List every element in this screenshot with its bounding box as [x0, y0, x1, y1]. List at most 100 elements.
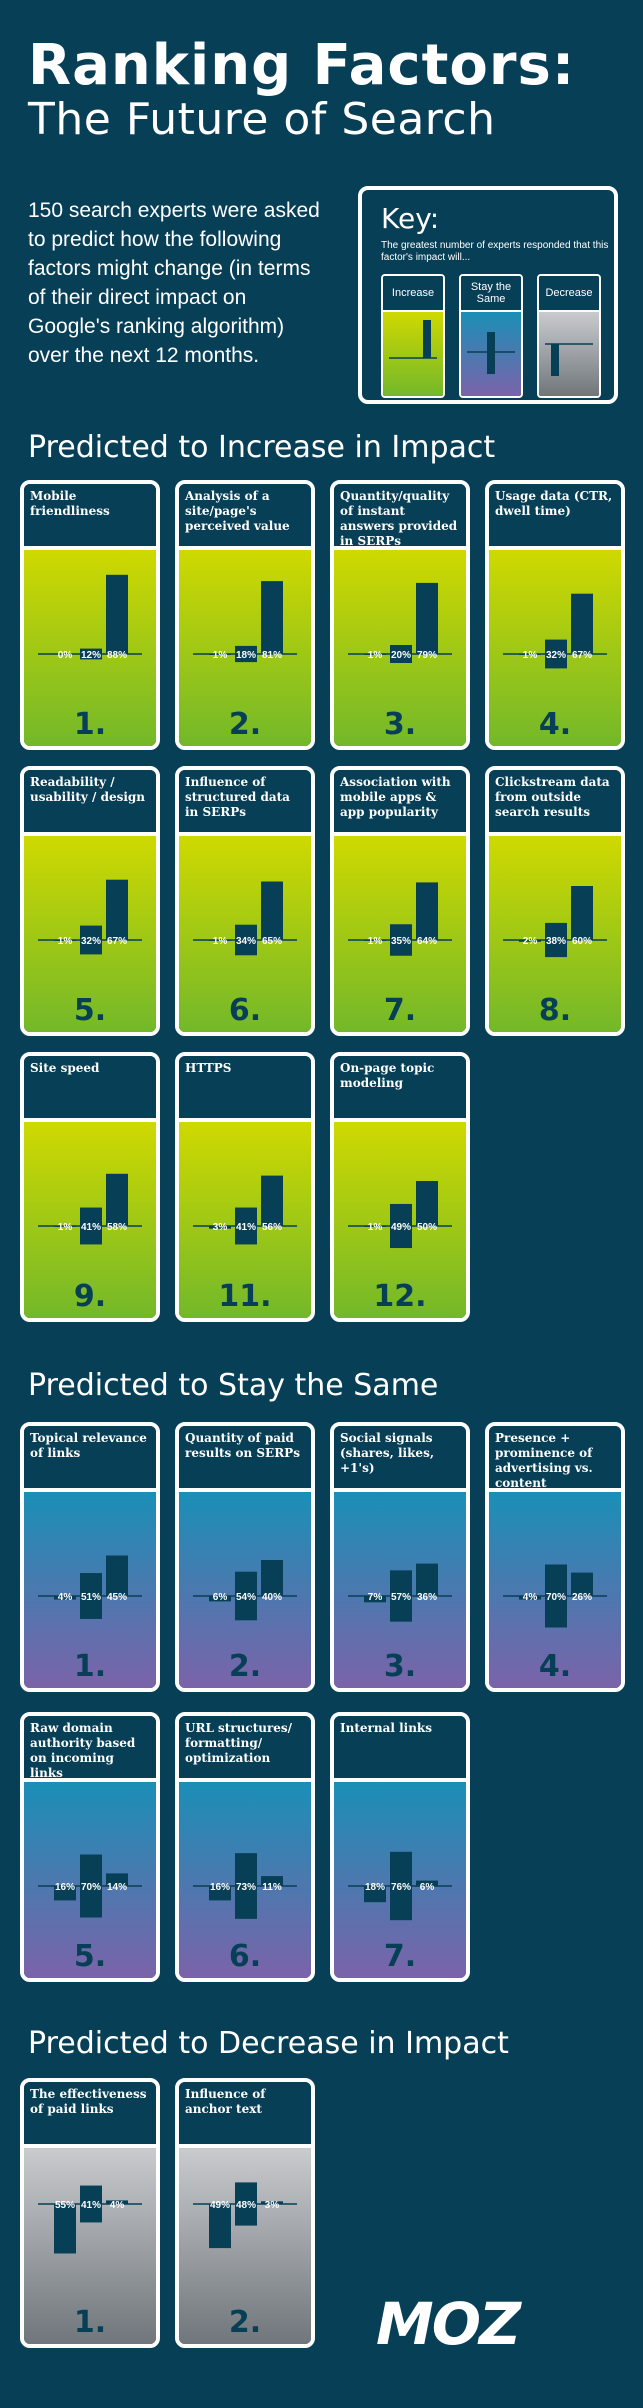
factor-chart: 1% 32% 67% 4. [503, 593, 607, 742]
factor-card: Site speed 1% 41% 58% 9. [20, 1052, 160, 1322]
factor-name: Association with mobile apps & app popul… [334, 770, 466, 836]
factor-rank: 12. [373, 1279, 426, 1314]
decrease-value: 2% [523, 936, 538, 947]
increase-value: 56% [262, 1222, 282, 1233]
increase-bar [261, 581, 283, 654]
same-bar [235, 924, 257, 956]
factor-rank: 1. [74, 707, 106, 742]
factor-rank: 11. [218, 1279, 271, 1314]
increase-bar [416, 1181, 438, 1226]
increase-value: 79% [417, 650, 437, 661]
key-same-label: Stay the Same [461, 276, 521, 312]
decrease-value: 1% [58, 1222, 73, 1233]
increase-bar [106, 1873, 128, 1886]
factor-chart: 1% 20% 79% 3. [348, 582, 452, 742]
factor-card: Association with mobile apps & app popul… [330, 766, 470, 1036]
key-increase-glyph [389, 320, 437, 359]
factor-card: Analysis of a site/page's perceived valu… [175, 480, 315, 750]
key-increase: Increase [381, 274, 445, 398]
increase-bar [571, 1572, 593, 1596]
same-bar [235, 1853, 257, 1919]
decrease-value: 1% [368, 650, 383, 661]
factor-name: Topical relevance of links [24, 1426, 156, 1492]
increase-value: 6% [420, 1882, 435, 1893]
factor-chart: 4% 51% 45% 1. [38, 1555, 142, 1684]
increase-value: 65% [262, 936, 282, 947]
factor-rank: 7. [384, 1939, 416, 1974]
same-value: 32% [81, 936, 101, 947]
factor-name: HTTPS [179, 1056, 311, 1122]
factor-card: The effectiveness of paid links 55% 41% 4% 1… [20, 2078, 160, 2348]
increase-value: 81% [262, 650, 282, 661]
decrease-bar [364, 940, 386, 941]
decrease-value: 1% [58, 936, 73, 947]
decrease-bar [54, 1226, 76, 1227]
same-value: 51% [81, 1592, 101, 1603]
factor-card: HTTPS 3% 41% 56% 11. [175, 1052, 315, 1322]
same-value: 32% [546, 650, 566, 661]
same-value: 48% [236, 2200, 256, 2211]
key-decrease: Decrease [537, 274, 601, 398]
increase-value: 50% [417, 1222, 437, 1233]
decrease-bar [209, 1226, 231, 1229]
factor-rank: 2. [229, 2305, 261, 2340]
factor-chart: 1% 34% 65% 6. [193, 881, 297, 1028]
factor-card: Clickstream data from outside search res… [485, 766, 625, 1036]
factor-rank: 1. [74, 1649, 106, 1684]
increase-bar [571, 593, 593, 654]
same-value: 20% [391, 650, 411, 661]
same-bar [545, 922, 567, 958]
same-value: 18% [236, 650, 256, 661]
decrease-bar [364, 1886, 386, 1903]
section-decrease-title: Predicted to Decrease in Impact [28, 2026, 509, 2061]
increase-bar [106, 1173, 128, 1226]
same-bar [545, 639, 567, 669]
factor-name: Readability / usability / design [24, 770, 156, 836]
same-bar [80, 1854, 102, 1918]
factor-chart: 0% 12% 88% 1. [38, 574, 142, 742]
factor-card: Presence + prominence of advertising vs.… [485, 1422, 625, 1692]
same-value: 70% [546, 1592, 566, 1603]
factor-rank: 5. [74, 1939, 106, 1974]
same-bar [80, 1207, 102, 1245]
increase-value: 4% [110, 2200, 125, 2211]
same-value: 34% [236, 936, 256, 947]
factor-chart: 16% 70% 14% 5. [38, 1854, 142, 1974]
increase-value: 26% [572, 1592, 592, 1603]
decrease-value: 1% [213, 936, 228, 947]
decrease-value: 4% [523, 1592, 538, 1603]
factor-chart: 4% 70% 26% 4. [503, 1564, 607, 1684]
decrease-value: 3% [213, 1222, 228, 1233]
factor-card: On-page topic modeling 1% 49% 50% 12. [330, 1052, 470, 1322]
factor-name: Internal links [334, 1716, 466, 1782]
decrease-bar [364, 1226, 386, 1227]
factor-chart: 1% 49% 50% 12. [348, 1181, 452, 1314]
decrease-value: 16% [210, 1882, 230, 1893]
decrease-value: 18% [365, 1882, 385, 1893]
increase-value: 40% [262, 1592, 282, 1603]
key-same-glyph [467, 332, 515, 374]
factor-rank: 2. [229, 707, 261, 742]
factor-name: URL structures/ formatting/ optimization [179, 1716, 311, 1782]
key-title: Key: [381, 202, 440, 235]
factor-card: Internal links 18% 76% 6% 7. [330, 1712, 470, 1982]
factor-card: Topical relevance of links 4% 51% 45% 1. [20, 1422, 160, 1692]
factor-chart: 16% 73% 11% 6. [193, 1853, 297, 1974]
same-bar [390, 1203, 412, 1249]
factor-rank: 8. [539, 993, 571, 1028]
factor-name: Influence of structured data in SERPs [179, 770, 311, 836]
factor-chart: 1% 32% 67% 5. [38, 879, 142, 1028]
same-value: 41% [236, 1222, 256, 1233]
same-value: 38% [546, 936, 566, 947]
same-value: 35% [391, 936, 411, 947]
increase-bar [261, 881, 283, 940]
factor-rank: 3. [384, 707, 416, 742]
increase-bar [571, 886, 593, 940]
decrease-value: 6% [213, 1592, 228, 1603]
factor-rank: 6. [229, 1939, 261, 1974]
increase-bar [416, 1563, 438, 1596]
decrease-bar [54, 654, 76, 655]
same-value: 73% [236, 1882, 256, 1893]
factor-name: Clickstream data from outside search res… [489, 770, 621, 836]
factor-chart: 1% 18% 81% 2. [193, 581, 297, 742]
